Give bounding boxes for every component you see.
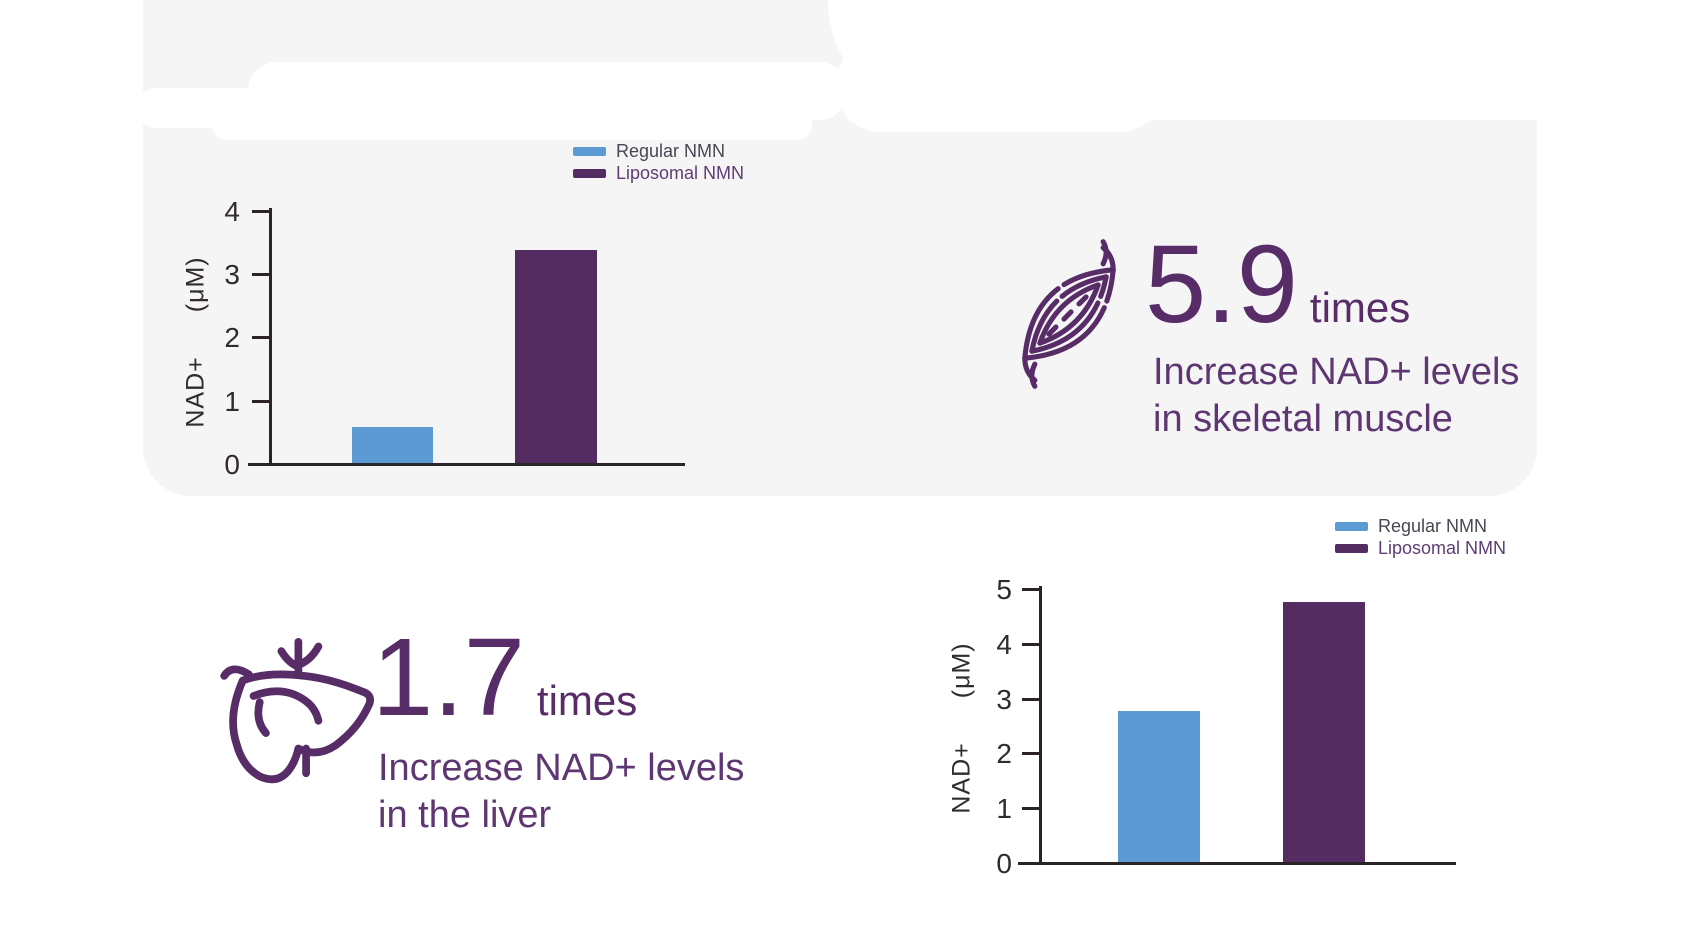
y-tick-label: 2 — [996, 738, 1012, 770]
y-tick-label: 4 — [224, 195, 240, 227]
y-tick-label: 0 — [224, 449, 240, 480]
decorative-white-blob — [835, 40, 1165, 132]
y-tick-mark — [252, 336, 269, 340]
y-tick-label: 0 — [996, 848, 1012, 879]
y-tick-mark — [252, 209, 269, 213]
stat-description: Increase NAD+ levels in skeletal muscle — [1153, 349, 1519, 443]
legend-muscle-chart: Regular NMN Liposomal NMN — [573, 140, 744, 184]
bar-chart-liver: NAD+(μM) 0 1 2 3 4 5 — [940, 556, 1500, 896]
y-tick-mark — [1022, 807, 1039, 811]
y-tick-label: 1 — [996, 793, 1012, 825]
bar-liposomal-nmn — [515, 250, 597, 463]
liver-icon — [218, 627, 388, 799]
legend-swatch — [1335, 521, 1368, 531]
legend-liver-chart: Regular NMN Liposomal NMN — [1335, 515, 1506, 559]
y-tick-label: 3 — [996, 683, 1012, 715]
legend-label: Regular NMN — [616, 141, 726, 161]
decorative-white-blob — [212, 110, 812, 140]
legend-item-regular-nmn: Regular NMN — [573, 140, 744, 162]
stat-unit: times — [536, 677, 638, 724]
y-axis-label: NAD+(μM) — [948, 642, 977, 813]
y-tick-mark — [1022, 697, 1039, 701]
y-tick-mark — [1022, 752, 1039, 756]
stat-line-2: in skeletal muscle — [1153, 398, 1453, 440]
legend-label: Liposomal NMN — [1378, 538, 1507, 558]
y-tick-label: 4 — [996, 628, 1012, 660]
y-tick-label: 3 — [224, 259, 240, 291]
legend-swatch — [573, 168, 606, 178]
y-tick-label: 2 — [224, 322, 240, 354]
stat-number: 5.9 — [1145, 223, 1298, 346]
legend-item-liposomal-nmn: Liposomal NMN — [573, 162, 744, 184]
legend-item-liposomal-nmn: Liposomal NMN — [1335, 537, 1506, 559]
stat-line-1: Increase NAD+ levels — [1153, 351, 1520, 393]
stat-number-row: 5.9 times — [1145, 230, 1410, 340]
legend-item-regular-nmn: Regular NMN — [1335, 515, 1506, 537]
y-tick-mark — [252, 273, 269, 277]
y-tick-mark — [1022, 588, 1039, 591]
legend-label: Liposomal NMN — [616, 163, 745, 183]
y-axis-line — [1039, 586, 1042, 865]
stat-line-1: Increase NAD+ levels — [378, 747, 745, 789]
y-tick-mark — [252, 399, 269, 403]
bar-liposomal-nmn — [1283, 602, 1365, 862]
stat-number: 1.7 — [372, 616, 525, 739]
stat-line-2: in the liver — [378, 794, 552, 836]
stat-number-row: 1.7 times — [372, 623, 637, 733]
callout-liver: 1.7 times Increase NAD+ levels in the li… — [212, 615, 802, 865]
callout-skeletal-muscle: 5.9 times Increase NAD+ levels in skelet… — [995, 225, 1585, 455]
y-axis-line — [269, 208, 272, 466]
legend-swatch — [1335, 543, 1368, 553]
bar-regular-nmn — [352, 427, 433, 463]
muscle-icon — [998, 238, 1140, 390]
y-tick-label: 1 — [224, 385, 240, 417]
x-axis-line — [248, 463, 685, 466]
bar-regular-nmn — [1118, 711, 1200, 862]
legend-label: Regular NMN — [1378, 516, 1488, 536]
y-tick-label: 5 — [996, 574, 1012, 605]
stat-unit: times — [1309, 284, 1411, 331]
legend-swatch — [573, 146, 606, 156]
x-axis-line — [1018, 862, 1456, 865]
y-tick-mark — [1022, 642, 1039, 646]
stat-description: Increase NAD+ levels in the liver — [378, 745, 744, 839]
